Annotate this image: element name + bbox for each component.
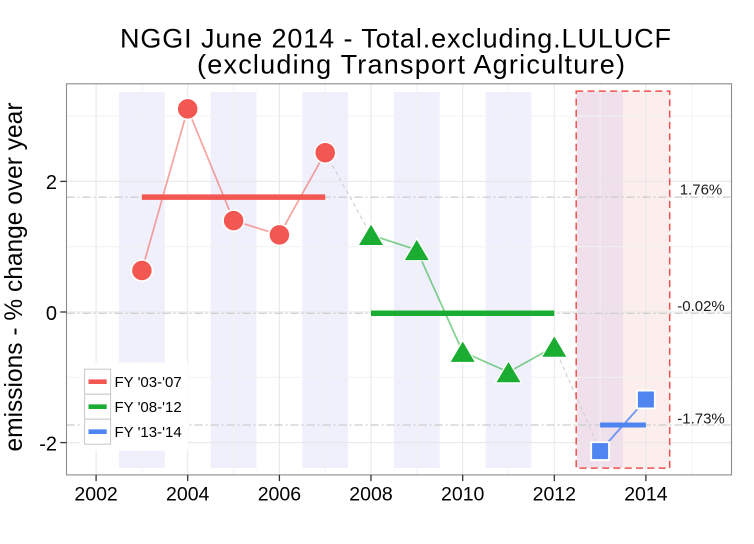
svg-text:2002: 2002 — [74, 484, 117, 506]
svg-text:2006: 2006 — [258, 484, 301, 506]
svg-text:2004: 2004 — [166, 484, 210, 506]
svg-text:FY '08-'12: FY '08-'12 — [115, 399, 182, 416]
svg-text:NGGI June 2014 - Total.excludi: NGGI June 2014 - Total.excluding.LULUCF — [120, 23, 671, 53]
svg-text:2008: 2008 — [349, 484, 392, 506]
svg-text:2010: 2010 — [441, 484, 485, 506]
svg-text:FY '13-'14: FY '13-'14 — [115, 424, 182, 441]
svg-text:2: 2 — [46, 172, 57, 194]
svg-text:-1.73%: -1.73% — [677, 411, 725, 428]
svg-text:-2: -2 — [39, 433, 57, 455]
svg-text:2014: 2014 — [624, 484, 668, 506]
svg-text:emissions - % change over year: emissions - % change over year — [0, 103, 28, 452]
svg-text:1.76%: 1.76% — [680, 182, 723, 199]
svg-text:(excluding Transport Agricultu: (excluding Transport Agriculture) — [197, 49, 625, 79]
svg-text:-0.02%: -0.02% — [677, 298, 725, 315]
svg-text:2012: 2012 — [533, 484, 576, 506]
svg-text:FY '03-'07: FY '03-'07 — [115, 374, 182, 391]
svg-text:0: 0 — [46, 303, 57, 325]
